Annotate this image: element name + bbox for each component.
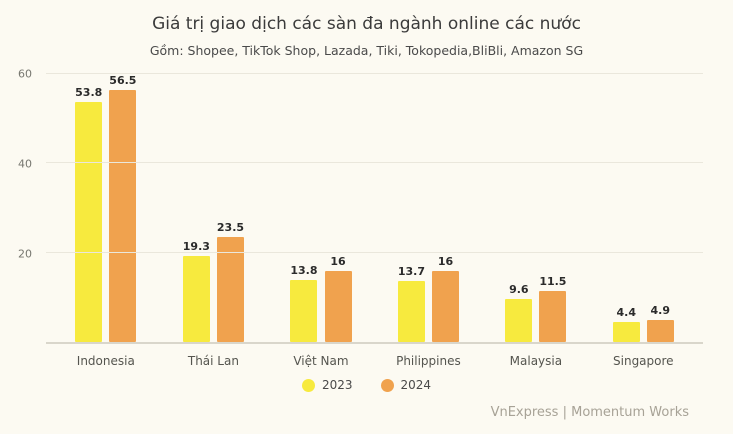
bar-group-singapore: 4.4 4.9 Singapore: [612, 74, 674, 368]
bar-column-2023-philippines: 13.7: [398, 74, 425, 342]
bar-2024-indonesia: [109, 90, 137, 342]
legend-item-2023: 2023: [301, 378, 353, 392]
legend-dot-2024: [380, 378, 394, 392]
chart-area: 20 40 60 53.8 56.5 Indonesia 19.3 23.5 Thái Lan…: [12, 68, 703, 368]
bar-2023-viet-nam: [290, 280, 318, 342]
chart-subtitle: Gồm: Shopee, TikTok Shop, Lazada, Tiki, …: [149, 43, 584, 58]
bar-group-malaysia: 9.6 11.5 Malaysia: [505, 74, 566, 368]
legend-label-2023: 2023: [321, 378, 353, 392]
gridline: [46, 73, 703, 74]
bar-value-label: 19.3: [182, 239, 210, 253]
x-category-label: Singapore: [613, 354, 674, 368]
bar-2023-thai-lan: [182, 255, 210, 342]
bar-2024-philippines: [431, 270, 459, 342]
bar-value-label: 13.7: [397, 264, 425, 278]
bar-2024-singapore: [646, 320, 674, 342]
bar-column-2023-singapore: 4.4: [612, 74, 640, 342]
bar-2023-indonesia: [75, 101, 103, 342]
bar-2023-malaysia: [505, 299, 533, 342]
legend: 2023 2024: [0, 378, 733, 392]
bar-column-2024-thai-lan: 23.5: [217, 74, 244, 342]
bar-value-label: 11.5: [539, 274, 567, 288]
x-category-label: Thái Lan: [187, 354, 239, 368]
bar-column-2023-viet-nam: 13.8: [290, 74, 318, 342]
gridline: [46, 162, 703, 164]
bar-value-label: 16: [330, 254, 346, 268]
bar-2024-viet-nam: [324, 270, 352, 342]
bar-group-viet-nam: 13.8 16 Việt Nam: [290, 74, 352, 368]
bar-group-philippines: 13.7 16 Philippines: [396, 74, 461, 368]
bar-value-label: 13.8: [290, 264, 318, 278]
bar-column-2024-indonesia: 56.5: [109, 74, 136, 342]
y-tick-label: 40: [18, 157, 32, 171]
legend-dot-2023: [301, 378, 315, 392]
bar-column-2023-indonesia: 53.8: [75, 74, 102, 342]
bar-value-label: 23.5: [216, 221, 245, 235]
bar-column-2024-viet-nam: 16: [324, 74, 352, 342]
x-category-label: Philippines: [396, 354, 461, 368]
plot-area: 53.8 56.5 Indonesia 19.3 23.5 Thái Lan 13.8 16 V…: [46, 73, 703, 368]
bar-value-label: 4.9: [650, 304, 671, 318]
bar-column-2023-malaysia: 9.6: [505, 74, 533, 342]
source-credit: VnExpress | Momentum Works: [490, 405, 689, 420]
chart-title: Giá trị giao dịch các sàn đa ngành onlin…: [152, 14, 581, 34]
bar-column-2024-philippines: 16: [431, 74, 459, 342]
y-axis: 20 40 60: [12, 68, 46, 344]
bar-value-label: 53.8: [75, 85, 103, 99]
bar-group-thai-lan: 19.3 23.5 Thái Lan: [183, 74, 244, 368]
gridline: [46, 251, 703, 253]
bar-value-label: 56.5: [109, 74, 137, 87]
y-tick-label: 60: [18, 67, 32, 81]
bar-value-label: 4.4: [616, 306, 637, 320]
bar-value-label: 16: [437, 254, 454, 268]
x-category-label: Việt Nam: [293, 354, 349, 368]
bar-2024-thai-lan: [216, 237, 244, 342]
bar-value-label: 9.6: [509, 283, 529, 297]
legend-item-2024: 2024: [380, 378, 432, 392]
bar-column-2024-malaysia: 11.5: [539, 74, 566, 342]
bar-2024-malaysia: [539, 290, 567, 342]
bar-2023-philippines: [397, 280, 425, 342]
x-category-label: Malaysia: [509, 354, 563, 368]
y-tick-label: 20: [18, 247, 32, 261]
x-category-label: Indonesia: [76, 354, 135, 368]
legend-label-2024: 2024: [400, 378, 432, 392]
bar-2023-singapore: [612, 322, 640, 342]
bar-group-indonesia: 53.8 56.5 Indonesia: [75, 74, 136, 368]
bar-column-2023-thai-lan: 19.3: [183, 74, 210, 342]
bar-groups: 53.8 56.5 Indonesia 19.3 23.5 Thái Lan 13.8 16 V…: [46, 74, 703, 368]
bar-column-2024-singapore: 4.9: [646, 74, 674, 342]
